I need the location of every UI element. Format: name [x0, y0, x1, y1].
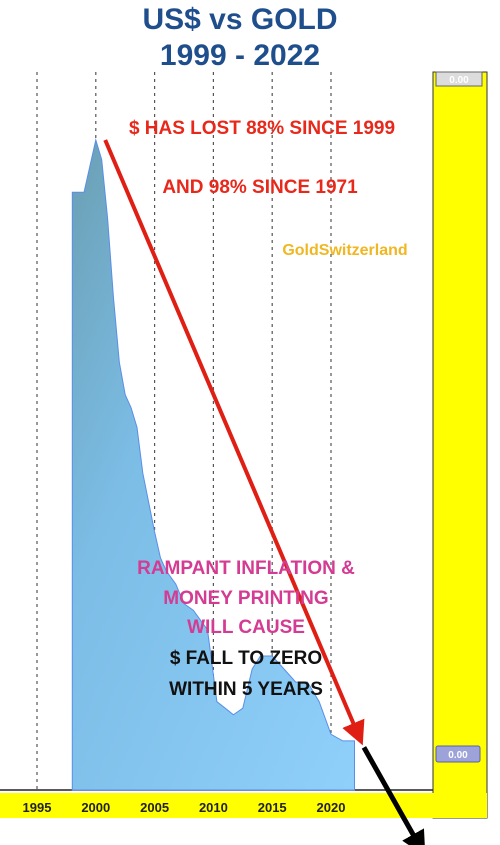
red-trend-arrow	[103, 139, 365, 746]
x-tick-label-1995: 1995	[23, 800, 52, 815]
chart-subtitle: 1999 - 2022	[159, 39, 321, 72]
x-tick-label-2015: 2015	[258, 800, 287, 815]
annotation-within-5-years: WITHIN 5 YEARS	[169, 679, 323, 700]
right-axis-value-label: 0.00	[448, 750, 468, 761]
annotation-rampant-inflation: RAMPANT INFLATION &	[137, 558, 355, 579]
annotation-will-cause: WILL CAUSE	[187, 617, 305, 638]
x-axis-strip	[0, 793, 487, 818]
annotation-lost-since-1971: AND 98% SINCE 1971	[162, 177, 358, 198]
right-price-panel	[432, 71, 488, 819]
right-axis-top-label: 0.00	[449, 75, 469, 86]
black-projection-arrow	[361, 746, 426, 845]
watermark-goldswitzerland: GoldSwitzerland	[282, 242, 407, 259]
right-axis-value-badge	[435, 745, 481, 763]
right-axis-top-badge	[435, 71, 483, 87]
gold-dollar-area	[71, 138, 356, 791]
annotation-money-printing: MONEY PRINTING	[163, 588, 328, 609]
x-tick-label-2010: 2010	[199, 800, 228, 815]
chart-title: US$ vs GOLD	[142, 3, 338, 36]
annotation-fall-to-zero: $ FALL TO ZERO	[170, 648, 322, 669]
x-tick-label-2005: 2005	[140, 800, 169, 815]
x-tick-label-2020: 2020	[317, 800, 346, 815]
x-tick-label-2000: 2000	[81, 800, 110, 815]
annotation-lost-since-1999: $ HAS LOST 88% SINCE 1999	[129, 118, 395, 139]
